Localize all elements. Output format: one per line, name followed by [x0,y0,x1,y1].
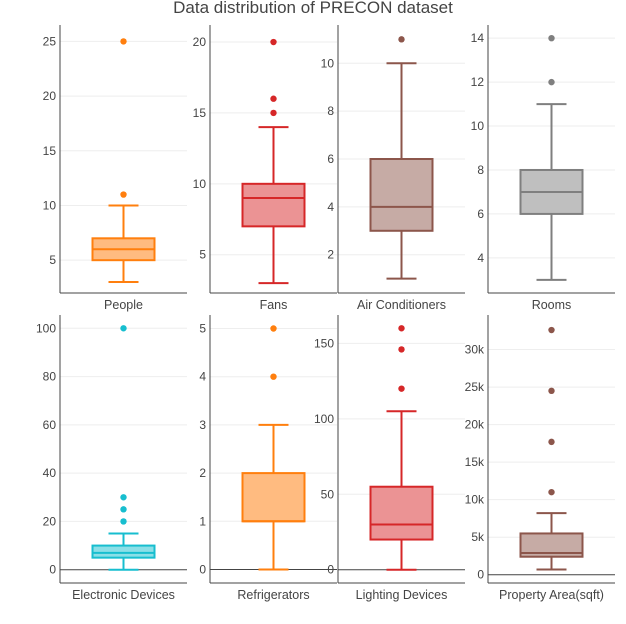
x-axis-label: Fans [260,298,288,312]
y-tick-label: 5 [199,321,206,335]
outlier-point [120,518,127,525]
iqr-box [91,544,156,559]
y-tick-label: 2 [199,466,206,480]
outlier-point [548,78,555,86]
y-tick-label: 1 [199,514,206,528]
iqr-box [241,182,306,228]
y-tick-label: 14 [471,31,485,45]
y-tick-label: 3 [199,418,206,432]
outlier-point [120,191,127,198]
panel-3: 4 6 8 10 12 14 Rooms [471,25,615,312]
outlier-point [270,325,277,332]
y-tick-label: 12 [471,75,485,89]
x-axis-label: Property Area(sqft) [499,588,604,602]
y-tick-label: 25k [465,380,485,394]
y-tick-label: 15 [43,144,57,158]
y-tick-label: 20k [465,418,485,432]
x-axis-label: Refrigerators [237,588,309,602]
outlier-point [120,506,127,513]
outlier-point [270,373,277,380]
y-tick-label: 5 [199,248,206,262]
outlier-point [398,325,405,332]
y-tick-label: 0 [327,563,334,577]
panel-2: 2 4 6 8 10 Air Conditioners [321,25,465,312]
y-tick-label: 4 [199,370,206,384]
y-tick-label: 40 [43,466,57,480]
outlier-point [548,387,555,395]
panel-4: 0 20 40 60 80 100 Electronic Devices [36,315,187,602]
y-tick-label: 25 [43,34,57,48]
y-tick-label: 0 [49,563,56,577]
x-axis-label: Lighting Devices [356,588,448,602]
y-tick-label: 8 [327,104,334,118]
outlier-point [398,36,405,43]
y-tick-label: 10 [43,198,57,212]
outlier-point [270,95,277,102]
outlier-point [548,438,555,446]
y-tick-label: 100 [314,412,334,426]
y-tick-label: 10k [465,493,485,507]
panel-0: 5 10 15 20 25 People [43,25,187,312]
x-axis-label: Rooms [532,298,572,312]
x-axis-label: People [104,298,143,312]
iqr-box [369,158,434,232]
y-tick-label: 30k [465,343,485,357]
y-tick-label: 10 [193,177,207,191]
y-tick-label: 15k [465,455,485,469]
outlier-point [548,326,555,334]
iqr-box [241,472,306,523]
y-tick-label: 10 [321,56,335,70]
y-tick-label: 5k [471,530,485,544]
y-tick-label: 4 [477,251,484,265]
y-tick-label: 20 [193,35,207,49]
panel-5: 0 1 2 3 4 5 Refrigerators [199,315,337,602]
outlier-point [120,38,127,45]
y-tick-label: 2 [327,248,334,262]
y-tick-label: 0 [199,563,206,577]
y-tick-label: 15 [193,106,207,120]
outlier-point [548,488,555,496]
y-tick-label: 5 [49,253,56,267]
y-tick-label: 8 [477,163,484,177]
y-tick-label: 20 [43,89,57,103]
outlier-point [120,494,127,501]
outlier-point [270,109,277,117]
x-axis-label: Air Conditioners [357,298,446,312]
chart-title: Data distribution of PRECON dataset [173,0,453,17]
y-tick-label: 80 [43,370,57,384]
y-tick-label: 150 [314,336,334,350]
y-tick-label: 0 [477,568,484,582]
y-tick-label: 4 [327,200,334,214]
outlier-point [270,38,277,46]
x-axis-label: Electronic Devices [72,588,175,602]
outlier-point [120,325,127,332]
y-tick-label: 20 [43,514,57,528]
y-tick-label: 100 [36,321,56,335]
outlier-point [398,385,405,392]
panel-7: 0 5k 10k 15k 20k 25k 30k Property Area(sqft) [465,315,615,602]
y-tick-label: 50 [321,487,335,501]
panel-1: 5 10 15 20 Fans [193,25,337,312]
y-tick-label: 10 [471,119,485,133]
iqr-box [369,485,434,541]
y-tick-label: 60 [43,418,57,432]
y-tick-label: 6 [327,152,334,166]
outlier-point [548,34,555,42]
outlier-point [398,346,405,353]
panel-6: 0 50 100 150 Lighting Devices [314,315,465,602]
iqr-box [519,532,584,558]
y-tick-label: 6 [477,207,484,221]
